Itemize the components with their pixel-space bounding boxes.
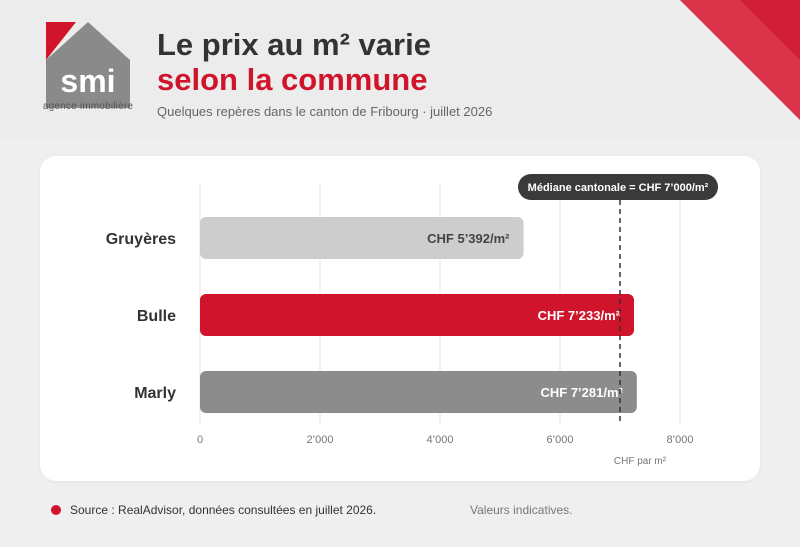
bar xyxy=(200,294,634,336)
corner-decoration xyxy=(680,0,800,120)
x-tick-label: 0 xyxy=(197,434,203,446)
page-subtitle: Quelques repères dans le canton de Fribo… xyxy=(157,104,493,119)
x-tick-label: 4’000 xyxy=(427,434,454,446)
x-tick-label: 6’000 xyxy=(547,434,574,446)
x-tick-label: 2’000 xyxy=(307,434,334,446)
page-title-line2: selon la commune xyxy=(157,62,428,97)
logo-tagline: agence immobilière xyxy=(42,101,134,112)
bar xyxy=(200,217,524,259)
median-label: Médiane cantonale = CHF 7’000/m² xyxy=(528,182,709,194)
footer-note: Valeurs indicatives. xyxy=(470,503,573,517)
bar xyxy=(200,371,637,413)
logo-wordmark: smi xyxy=(60,63,115,99)
header-background xyxy=(0,0,800,138)
category-label: Gruyères xyxy=(106,231,176,248)
median-label-box xyxy=(518,174,718,200)
page-title-line1: Le prix au m² varie xyxy=(157,27,431,62)
x-axis-label: CHF par m² xyxy=(614,456,667,467)
smi-logo: smi xyxy=(46,22,130,108)
category-label: Marly xyxy=(134,385,176,402)
source-bullet-icon xyxy=(51,505,61,515)
category-label: Bulle xyxy=(137,308,176,325)
data-label: CHF 7’233/m² xyxy=(538,308,621,323)
source-text: Source : RealAdvisor, données consultées… xyxy=(70,503,377,517)
chart-card: 0 2’000 4’000 6’000 8’000 CHF par m² Gruyères C… xyxy=(40,156,760,481)
data-label: CHF 5’392/m² xyxy=(427,231,510,246)
data-label: CHF 7’281/m² xyxy=(540,385,623,400)
x-tick-label: 8’000 xyxy=(667,434,694,446)
